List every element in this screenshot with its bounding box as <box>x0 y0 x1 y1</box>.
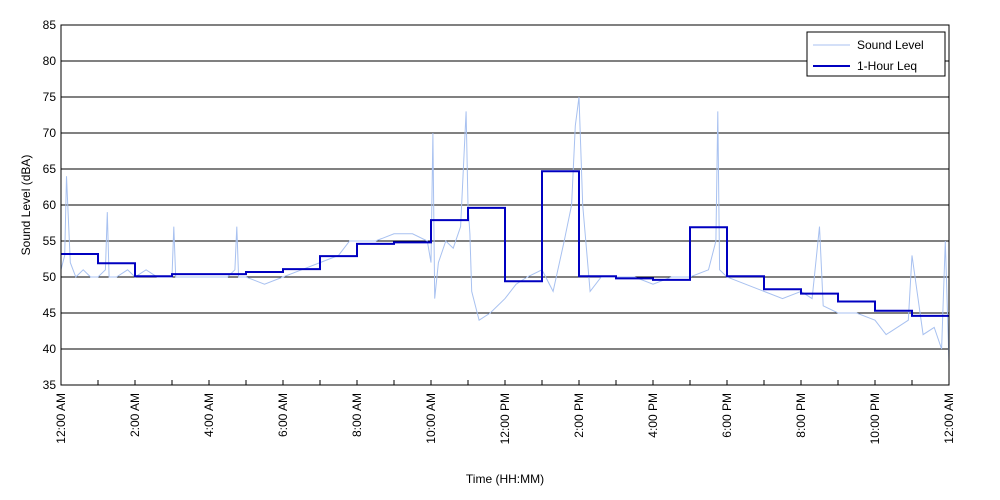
y-tick-label-70: 70 <box>43 126 57 140</box>
y-tick-label-60: 60 <box>43 198 57 212</box>
y-tick-label-50: 50 <box>43 270 57 284</box>
x-tick-label-5: 10:00 AM <box>424 393 438 444</box>
y-tick-label-45: 45 <box>43 306 57 320</box>
x-axis-title: Time (HH:MM) <box>466 472 544 486</box>
y-tick-label-85: 85 <box>43 18 57 32</box>
x-tick-label-6: 12:00 PM <box>498 393 512 444</box>
y-tick-label-35: 35 <box>43 378 57 392</box>
leq-step-line <box>61 170 949 317</box>
y-axis-title: Sound Level (dBA) <box>19 155 33 256</box>
y-tick-label-75: 75 <box>43 90 57 104</box>
x-tick-labels: 12:00 AM 2:00 AM 4:00 AM 6:00 AM 8:00 AM 10:0… <box>54 393 956 444</box>
x-tick-label-8: 4:00 PM <box>646 393 660 438</box>
plot-frame <box>60 24 950 386</box>
y-tick-labels: 35 40 45 50 55 60 65 70 75 80 85 <box>43 18 57 392</box>
x-tick-label-2: 4:00 AM <box>202 393 216 437</box>
x-tick-label-11: 10:00 PM <box>868 393 882 444</box>
y-tick-label-80: 80 <box>43 54 57 68</box>
x-tick-label-10: 8:00 PM <box>794 393 808 438</box>
x-tick-label-1: 2:00 AM <box>128 393 142 437</box>
legend-label-sound-level: Sound Level <box>857 38 924 52</box>
y-tick-label-40: 40 <box>43 342 57 356</box>
x-tick-label-0: 12:00 AM <box>54 393 68 444</box>
x-tick-label-4: 8:00 AM <box>350 393 364 437</box>
legend: Sound Level 1-Hour Leq <box>806 31 946 77</box>
x-tick-label-9: 6:00 PM <box>720 393 734 438</box>
x-tick-label-3: 6:00 AM <box>276 393 290 437</box>
legend-box <box>806 31 946 77</box>
y-tick-label-65: 65 <box>43 162 57 176</box>
x-tick-label-7: 2:00 PM <box>572 393 586 438</box>
y-tick-label-55: 55 <box>43 234 57 248</box>
legend-label-leq: 1-Hour Leq <box>857 59 917 73</box>
leq-series <box>61 170 949 317</box>
x-tick-label-12: 12:00 AM <box>942 393 956 444</box>
